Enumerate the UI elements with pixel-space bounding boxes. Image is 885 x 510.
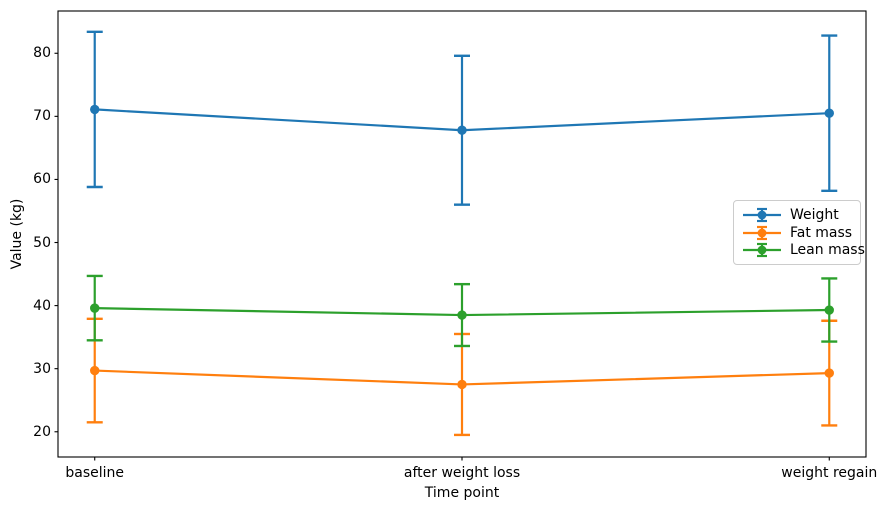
y-tick-label: 30 — [33, 360, 51, 377]
legend-item-weight: Weight — [743, 206, 851, 224]
legend: Weight Fat mass Lean mass — [733, 200, 865, 265]
legend-label: Fat mass — [790, 224, 853, 241]
legend-item-lean-mass: Lean mass — [743, 241, 865, 259]
x-axis-label: Time point — [424, 485, 500, 501]
x-tick-label-baseline: baseline — [65, 465, 125, 481]
errorbar-marker-icon — [743, 243, 781, 258]
legend-item-fat-mass: Fat mass — [743, 224, 853, 242]
x-tick-label-after-weight-loss: after weight loss — [403, 465, 521, 481]
y-tick-label: 40 — [33, 297, 51, 314]
y-tick-label: 70 — [33, 108, 51, 125]
y-tick-label: 50 — [33, 234, 51, 251]
x-tick-label-weight-regain: weight regain — [781, 465, 878, 481]
errorbar-marker-icon — [743, 207, 781, 222]
y-tick-label: 80 — [33, 45, 51, 62]
y-tick-label: 20 — [33, 423, 51, 440]
y-axis-label: Value (kg) — [9, 198, 25, 270]
y-tick-label: 60 — [33, 171, 51, 188]
errorbar-marker-icon — [743, 225, 781, 240]
legend-label: Weight — [790, 206, 839, 223]
legend-label: Lean mass — [790, 242, 865, 259]
